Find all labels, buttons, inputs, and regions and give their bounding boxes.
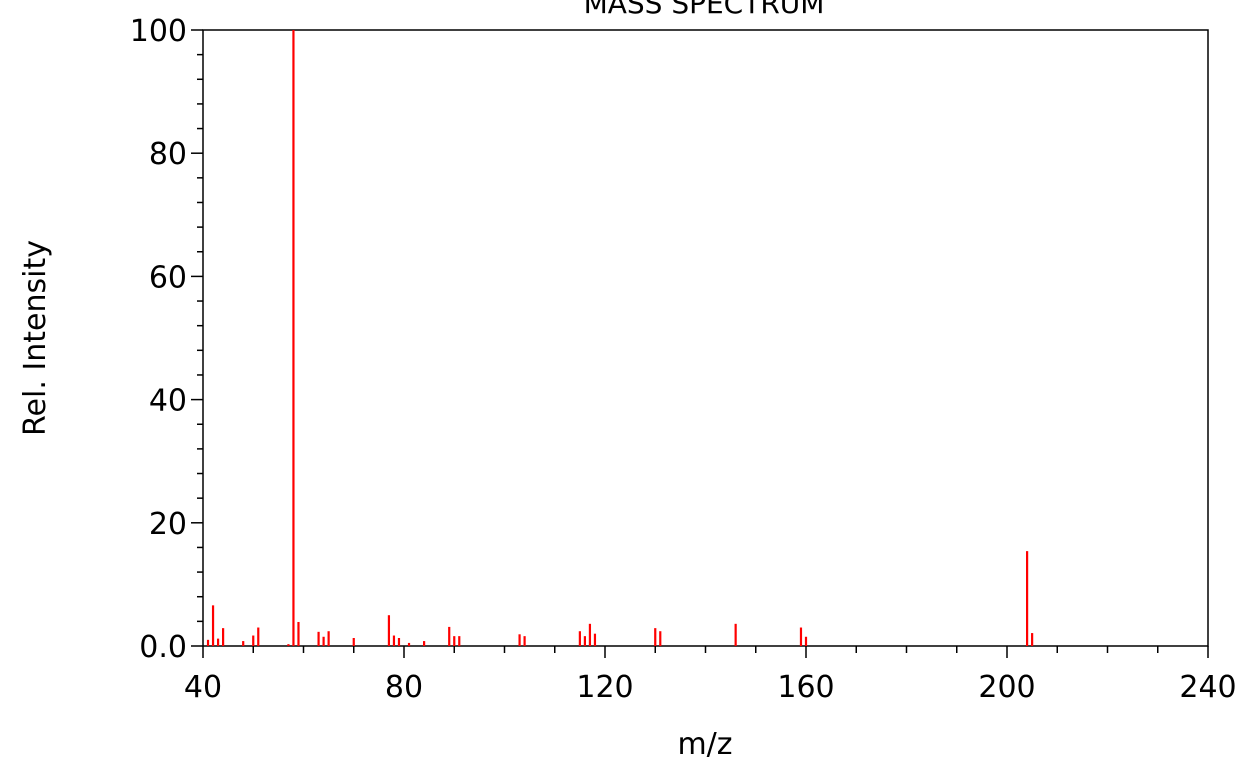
y-tick-label: 40 — [149, 384, 187, 419]
x-axis-ticks: 40 80 120 160 200 240 — [184, 646, 1237, 705]
y-tick-label: 100 — [130, 14, 187, 49]
x-tick-label: 160 — [777, 670, 834, 705]
plot-frame — [202, 29, 1209, 647]
x-tick-label: 80 — [385, 670, 423, 705]
x-axis-label: m/z — [677, 727, 732, 762]
x-tick-label: 120 — [576, 670, 633, 705]
y-tick-label: 0.0 — [139, 630, 187, 665]
y-tick-label: 80 — [149, 137, 187, 172]
y-axis-ticks: 0.0 20 40 60 80 100 — [130, 14, 203, 665]
y-axis-label: Rel. Intensity — [18, 240, 53, 436]
x-tick-label: 40 — [184, 670, 222, 705]
chart-title: MASS SPECTRUM — [584, 0, 825, 20]
spectrum-peaks — [206, 30, 1034, 646]
x-tick-label: 240 — [1179, 670, 1236, 705]
y-tick-label: 20 — [149, 507, 187, 542]
y-tick-label: 60 — [149, 260, 187, 295]
x-tick-label: 200 — [978, 670, 1035, 705]
